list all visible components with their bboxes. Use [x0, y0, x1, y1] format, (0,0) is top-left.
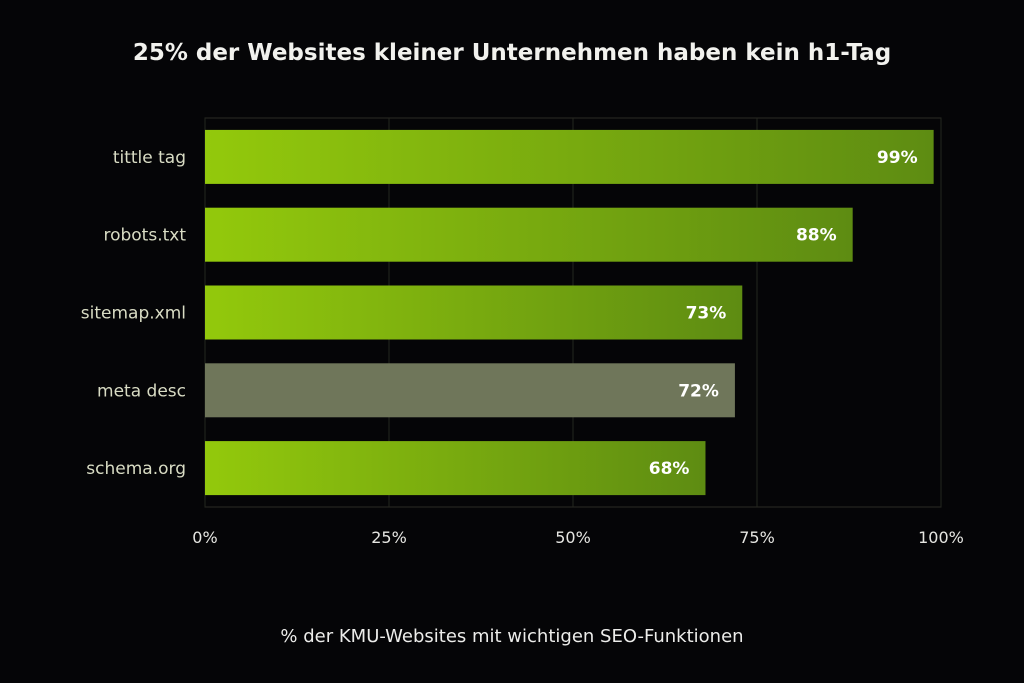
value-label: 88% [796, 226, 837, 246]
chart-title: 25% der Websites kleiner Unternehmen hab… [132, 40, 892, 66]
x-axis-label: % der KMU-Websites mit wichtigen SEO-Fun… [280, 626, 744, 647]
bar [205, 441, 706, 496]
category-label: robots.txt [103, 226, 186, 246]
x-tick-label: 0% [192, 528, 217, 547]
bar [205, 285, 743, 340]
value-label: 72% [678, 381, 719, 401]
value-label: 73% [686, 304, 727, 324]
x-tick-label: 25% [371, 528, 407, 547]
x-tick-label: 75% [739, 528, 775, 547]
x-tick-label: 50% [555, 528, 591, 547]
bar [205, 207, 853, 262]
bar [205, 129, 934, 184]
x-tick-label: 100% [918, 528, 964, 547]
category-label: sitemap.xml [81, 304, 186, 324]
category-label: tittle tag [113, 148, 186, 168]
category-label: schema.org [86, 459, 186, 479]
value-label: 99% [877, 148, 918, 168]
bar [205, 363, 735, 418]
category-label: meta desc [97, 381, 186, 401]
value-label: 68% [649, 459, 690, 479]
